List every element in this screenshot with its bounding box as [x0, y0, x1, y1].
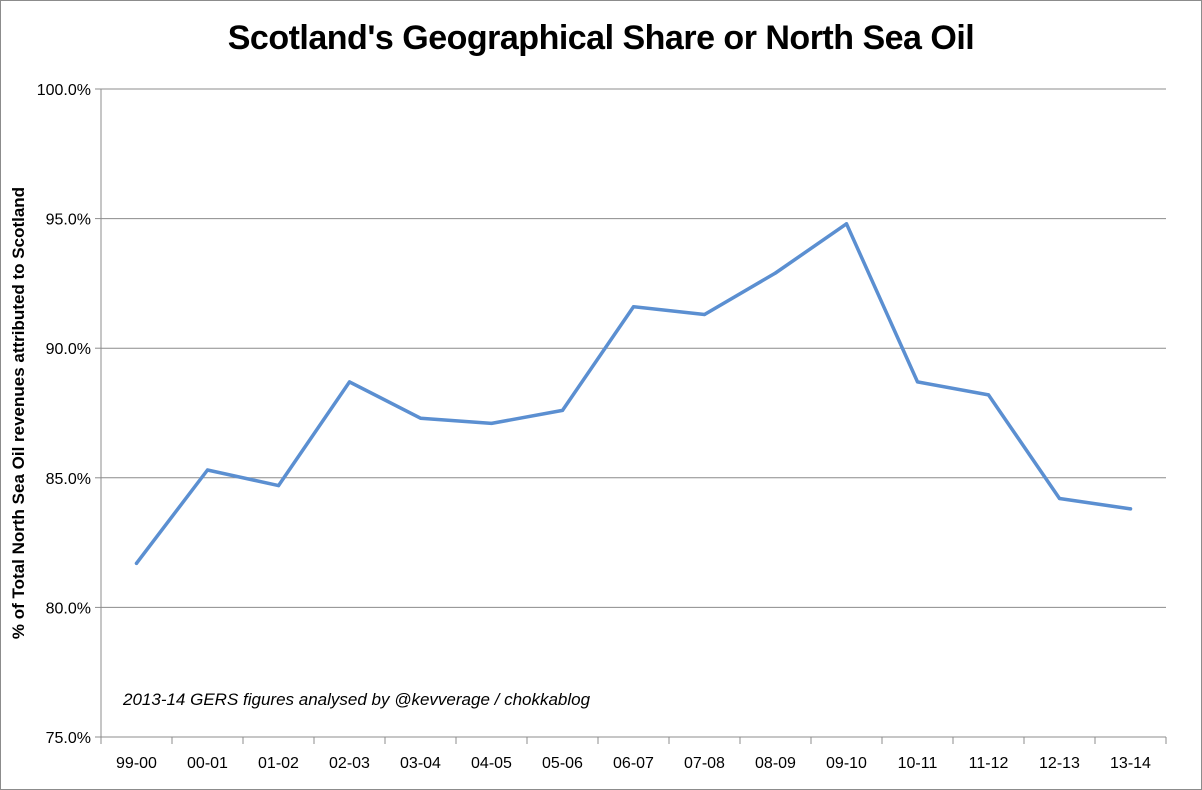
x-tick-label: 09-10: [826, 755, 867, 772]
x-tick-label: 03-04: [400, 755, 441, 772]
y-tick-label: 100.0%: [37, 82, 91, 99]
data-point: [418, 416, 423, 420]
data-point: [560, 408, 565, 413]
x-tick-label: 05-06: [542, 755, 583, 772]
x-tick-label: 07-08: [684, 755, 725, 772]
x-tick-label: 00-01: [187, 755, 228, 772]
data-point: [134, 561, 139, 565]
data-point: [347, 380, 352, 384]
data-point: [631, 305, 636, 309]
y-tick-label: 80.0%: [46, 600, 91, 617]
data-point: [489, 421, 494, 425]
x-tick-label: 99-00: [116, 755, 157, 772]
source-annotation: 2013-14 GERS figures analysed by @kevver…: [123, 690, 591, 709]
series-line: [134, 222, 1133, 566]
chart-title: Scotland's Geographical Share or North S…: [227, 19, 975, 57]
y-tick-label: 75.0%: [46, 730, 91, 747]
x-tick-label: 02-03: [329, 755, 370, 772]
data-point: [986, 393, 991, 397]
x-tick-label: 06-07: [613, 755, 654, 772]
x-tick-label: 01-02: [258, 755, 299, 772]
y-tick-label: 85.0%: [46, 471, 91, 488]
data-point: [773, 271, 778, 275]
data-point: [844, 222, 849, 226]
x-tick-label: 04-05: [471, 755, 512, 772]
x-tick-label: 11-12: [969, 755, 1009, 772]
x-tick-label: 10-11: [898, 755, 938, 772]
y-tick-label: 95.0%: [46, 212, 91, 229]
y-tick-label: 90.0%: [46, 341, 91, 358]
data-point: [276, 483, 281, 488]
data-point: [1128, 507, 1133, 511]
x-tick-label: 13-14: [1110, 755, 1151, 772]
data-point: [205, 468, 210, 472]
data-point: [1057, 496, 1062, 501]
data-point: [702, 312, 707, 317]
data-point: [915, 380, 920, 384]
x-tick-label: 12-13: [1039, 755, 1080, 772]
x-tick-label: 08-09: [755, 755, 796, 772]
